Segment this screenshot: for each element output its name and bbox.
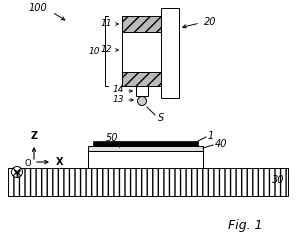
Text: 30: 30 — [272, 175, 284, 185]
Text: 10: 10 — [88, 47, 100, 55]
Bar — [88, 146, 203, 151]
Text: 40: 40 — [215, 139, 227, 149]
Text: 50: 50 — [106, 133, 118, 143]
Bar — [161, 8, 179, 98]
Circle shape — [137, 96, 146, 106]
Text: Z: Z — [30, 131, 38, 141]
Bar — [88, 151, 203, 168]
Bar — [136, 86, 148, 96]
Text: O: O — [24, 158, 31, 168]
Text: 11: 11 — [100, 19, 112, 29]
Text: 13: 13 — [112, 95, 124, 103]
Text: 1: 1 — [208, 131, 214, 141]
Text: Fig. 1: Fig. 1 — [228, 219, 262, 233]
Text: 20: 20 — [204, 17, 217, 27]
Text: S: S — [158, 113, 164, 123]
Bar — [93, 141, 198, 146]
Text: 100: 100 — [28, 3, 47, 13]
Bar — [8, 168, 288, 196]
Bar — [122, 72, 161, 86]
Circle shape — [11, 167, 22, 178]
Text: 14: 14 — [112, 85, 124, 95]
Text: Y: Y — [14, 170, 20, 180]
Bar — [122, 32, 161, 72]
Bar — [122, 16, 161, 32]
Text: X: X — [56, 157, 64, 167]
Text: 12: 12 — [100, 45, 112, 55]
